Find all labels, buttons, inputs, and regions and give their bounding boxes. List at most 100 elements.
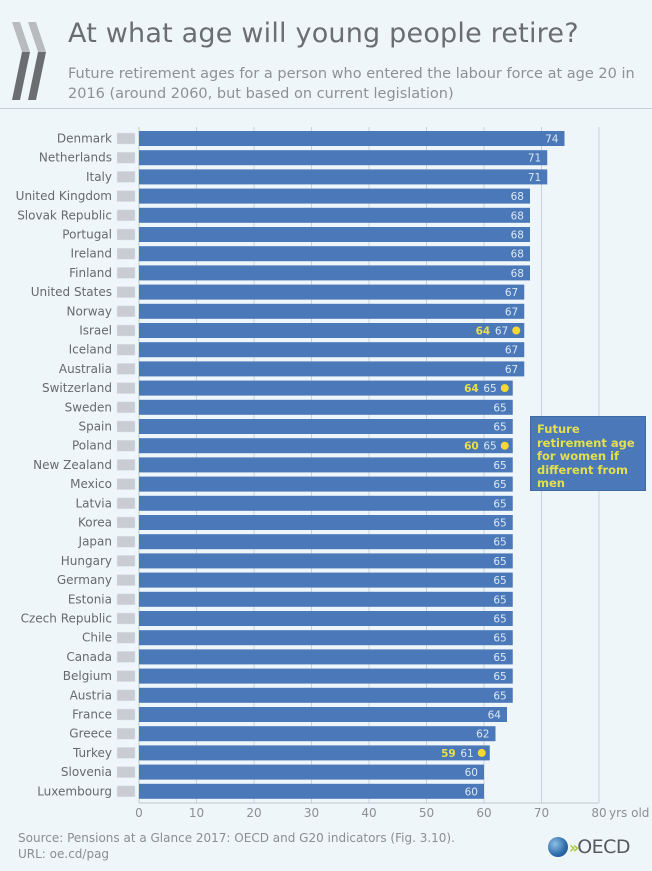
category-label: Norway	[66, 304, 112, 318]
bar	[139, 419, 513, 434]
globe-icon	[548, 837, 568, 857]
women-data-label: 64	[464, 383, 479, 395]
data-label: 65	[493, 556, 506, 568]
data-label: 68	[511, 249, 524, 261]
bar	[139, 745, 490, 761]
x-tick-label: 80	[591, 806, 606, 820]
bar	[139, 188, 530, 204]
flag-icon	[116, 593, 136, 606]
bar	[139, 131, 565, 146]
data-label: 71	[528, 153, 541, 165]
x-tick-label: 0	[135, 806, 143, 820]
source-text: Source: Pensions at a Glance 2017: OECD …	[18, 831, 455, 845]
flag-icon	[116, 708, 136, 721]
bar	[139, 726, 496, 742]
legend-box: Future retirement age for women if diffe…	[530, 416, 646, 491]
bar	[139, 227, 530, 242]
women-marker	[512, 326, 521, 335]
bar	[139, 611, 513, 626]
bar	[139, 342, 525, 358]
flag-icon	[116, 382, 136, 394]
flag-icon	[116, 439, 136, 452]
bar	[139, 515, 513, 530]
category-label: Belgium	[63, 669, 112, 683]
bar	[139, 265, 530, 281]
bar	[139, 399, 513, 415]
data-label: 65	[493, 614, 506, 626]
category-label: Spain	[78, 420, 112, 434]
data-label: 65	[493, 594, 506, 606]
bar	[139, 764, 484, 780]
flag-icon	[116, 497, 136, 510]
bar	[139, 169, 548, 185]
category-label: Slovenia	[61, 765, 112, 779]
oecd-chevron-logo-icon	[12, 22, 46, 100]
category-label: Iceland	[69, 343, 112, 357]
data-label: 65	[493, 690, 506, 702]
data-label: 65	[493, 575, 506, 587]
data-label: 65	[493, 479, 506, 491]
x-tick-label: 70	[534, 806, 549, 820]
data-label: 60	[465, 767, 478, 779]
data-label: 65	[493, 402, 506, 414]
women-marker	[477, 748, 486, 757]
bar	[139, 380, 513, 396]
flag-icon	[116, 555, 136, 567]
data-label: 65	[493, 633, 506, 645]
x-tick-label: 60	[476, 806, 491, 820]
data-label: 67	[495, 326, 508, 338]
flag-icon	[116, 747, 136, 759]
flag-icon	[116, 785, 136, 798]
category-label: United States	[31, 285, 112, 299]
data-label: 74	[545, 134, 559, 146]
category-label: Estonia	[68, 592, 112, 606]
oecd-wordmark: OECD	[577, 836, 631, 858]
bar	[139, 457, 513, 473]
flag-icon	[116, 478, 136, 490]
bar	[139, 323, 525, 338]
header-divider	[0, 108, 652, 109]
data-label: 64	[488, 710, 502, 722]
category-label: Austria	[70, 688, 112, 702]
bar	[139, 207, 530, 223]
legend-text: Future retirement age for women if diffe…	[537, 422, 635, 490]
data-label: 60	[465, 786, 478, 798]
flag-icon	[116, 151, 136, 164]
category-label: New Zealand	[33, 458, 112, 472]
women-data-label: 59	[441, 748, 456, 760]
category-label: Finland	[69, 266, 112, 280]
flag-icon	[116, 420, 136, 433]
women-data-label: 60	[464, 441, 479, 453]
chevron-icon: ››	[569, 837, 579, 857]
x-tick-label: 40	[361, 806, 376, 820]
data-label: 65	[483, 441, 496, 453]
category-label: United Kingdom	[16, 189, 112, 203]
source-url[interactable]: URL: oe.cd/pag	[18, 847, 110, 861]
category-label: Poland	[72, 439, 112, 453]
bar	[139, 687, 513, 703]
bar-chart: Denmark 74 Netherlands 71 Italy 71 United King…	[16, 127, 649, 820]
bar	[139, 572, 513, 588]
data-label: 65	[493, 671, 506, 683]
women-marker	[500, 441, 509, 450]
data-label: 71	[528, 172, 541, 184]
category-label: Switzerland	[42, 381, 112, 395]
flag-icon	[116, 670, 136, 682]
data-label: 65	[493, 422, 506, 434]
x-tick-label: 10	[189, 806, 204, 820]
category-label: Korea	[78, 516, 112, 530]
women-data-label: 64	[476, 326, 491, 338]
flag-icon	[116, 766, 136, 778]
bar	[139, 591, 513, 607]
bar	[139, 476, 513, 492]
source-note: Source: Pensions at a Glance 2017: OECD …	[18, 830, 455, 862]
category-label: Greece	[69, 727, 112, 741]
category-label: Chile	[82, 631, 112, 645]
data-label: 65	[493, 652, 506, 664]
flag-icon	[116, 631, 136, 644]
category-label: Slovak Republic	[17, 208, 112, 222]
bar	[139, 246, 530, 262]
women-marker	[500, 384, 509, 393]
category-label: Hungary	[61, 554, 112, 568]
category-label: Czech Republic	[21, 612, 112, 626]
